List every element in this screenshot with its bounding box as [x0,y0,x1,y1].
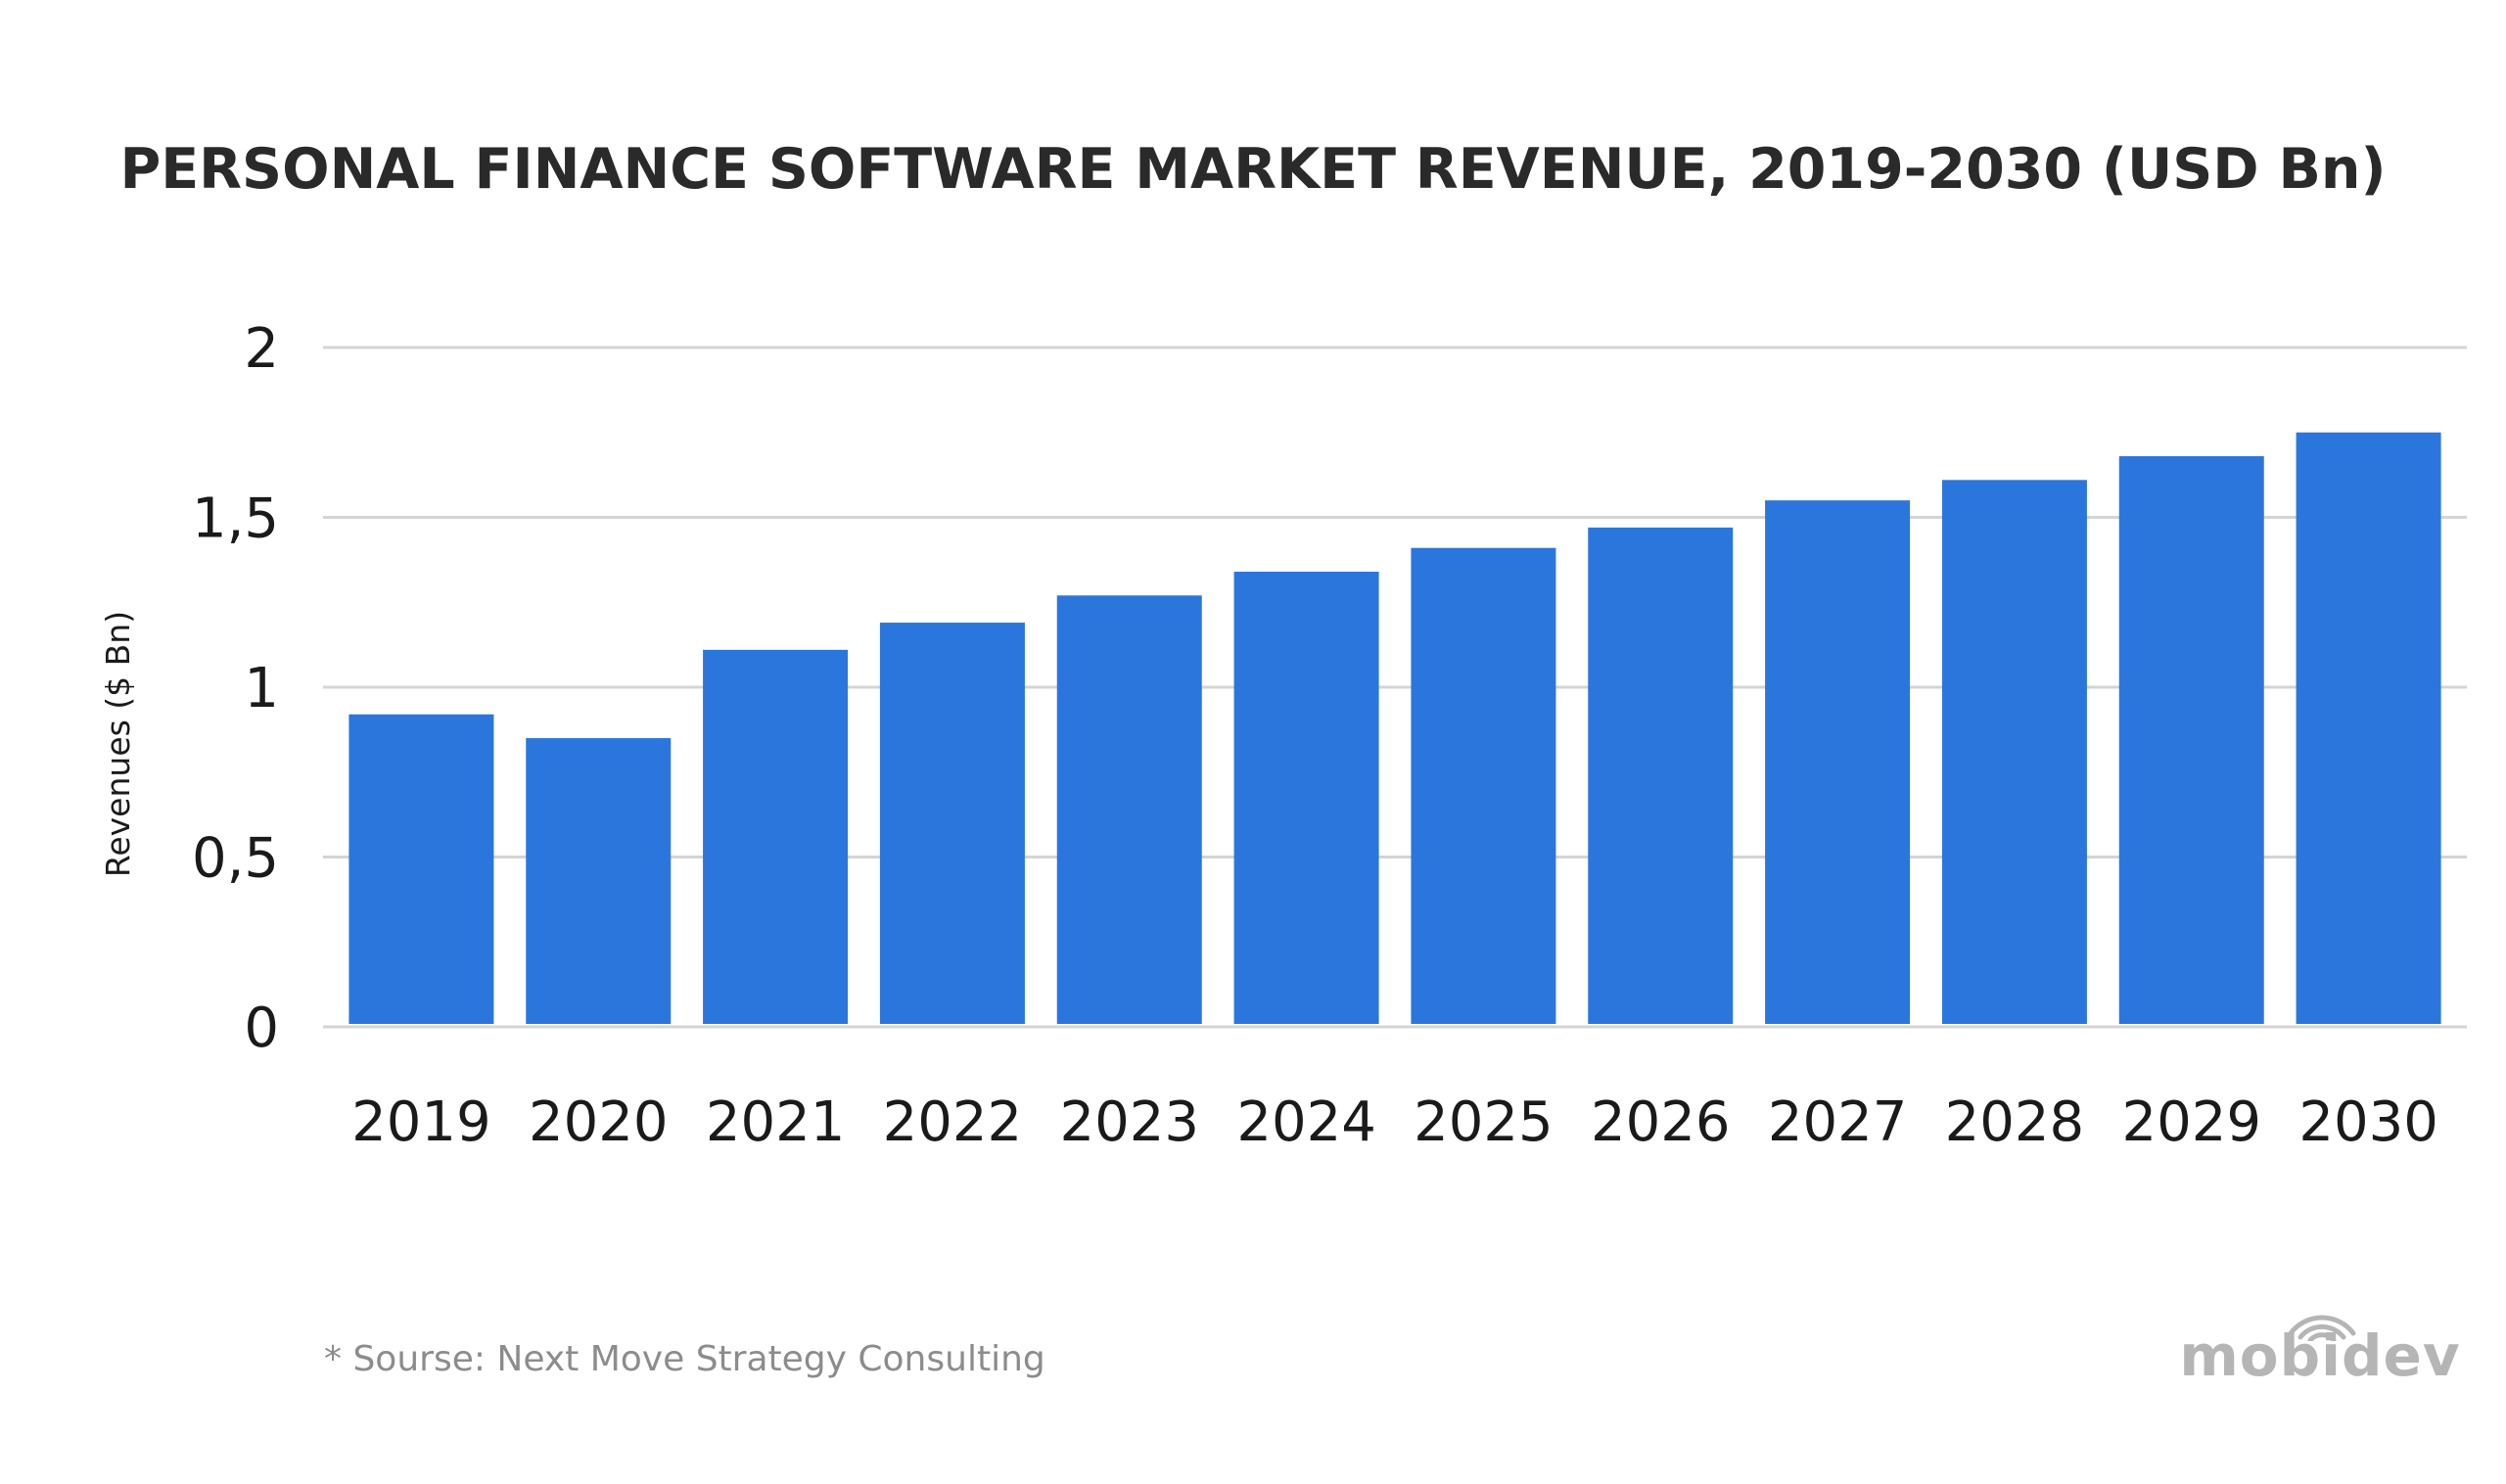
x-tick-label: 2023 [1059,1090,1199,1154]
x-tick-label: 2019 [351,1090,491,1154]
x-tick-label: 2029 [2121,1090,2261,1154]
bar-2019 [348,714,494,1024]
bar-2021 [703,649,849,1024]
y-tick-label: 0 [244,997,279,1060]
y-tick-label: 1 [244,657,279,720]
x-tick-label: 2020 [529,1090,669,1154]
bar-2026 [1588,527,1734,1024]
x-tick-labels: 2019 2020 2021 2022 2023 2024 2025 2026 2027 2028… [351,1090,2438,1154]
wifi-signal-icon [2288,1315,2356,1341]
y-tick-label: 0,5 [192,827,279,891]
y-tick-labels: 0 0,5 1 1,5 2 [192,317,279,1060]
bar-2029 [2118,456,2264,1024]
x-tick-label: 2021 [706,1090,846,1154]
x-tick-label: 2028 [1945,1090,2085,1154]
x-tick-label: 2027 [1768,1090,1908,1154]
brand-logo: mobidev [2173,1308,2467,1386]
x-tick-label: 2025 [1414,1090,1554,1154]
bar-2030 [2296,432,2441,1024]
y-tick-label: 2 [244,317,279,381]
grid-lines [323,346,2467,1029]
y-axis-label: Revenues ($ Bn) [99,611,137,877]
y-tick-label: 1,5 [192,487,279,551]
bar-2023 [1056,595,1202,1024]
bars [348,432,2441,1025]
x-tick-label: 2022 [883,1090,1023,1154]
source-note: * Sourse: Next Move Strategy Consulting [324,1339,1045,1379]
brand-name: mobidev [2179,1322,2461,1389]
x-tick-label: 2024 [1236,1090,1376,1154]
bar-2020 [526,738,672,1024]
bar-2028 [1941,480,2087,1025]
bar-2027 [1765,500,1911,1024]
chart-title: PERSONAL FINANCE SOFTWARE MARKET REVENUE… [119,137,2387,202]
bar-2025 [1411,547,1556,1024]
x-tick-label: 2030 [2298,1090,2438,1154]
bar-2024 [1233,572,1379,1024]
x-tick-label: 2026 [1591,1090,1731,1154]
bar-2022 [879,623,1025,1024]
